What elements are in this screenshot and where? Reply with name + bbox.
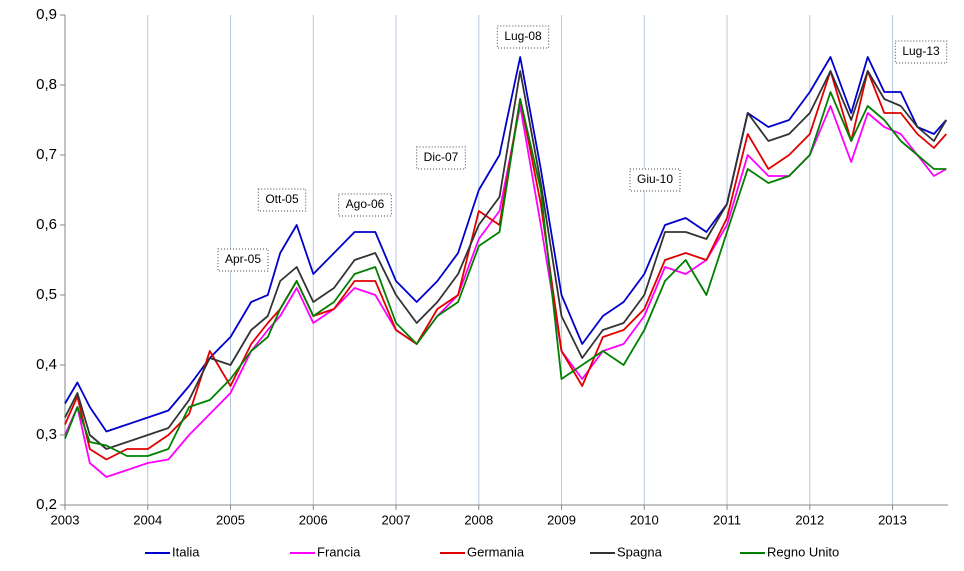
- y-tick-label: 0,5: [36, 286, 57, 303]
- series-line: [64, 70, 948, 450]
- x-tick-label: 2006: [299, 512, 328, 527]
- y-tick-label: 0,3: [36, 426, 57, 443]
- annotation-box: [894, 40, 948, 64]
- x-tick-label: 2004: [133, 512, 162, 527]
- legend-label: Italia: [172, 544, 200, 559]
- series-line: [64, 91, 947, 457]
- x-tick-label: 2011: [713, 512, 741, 527]
- annotation: Giu-10: [637, 172, 673, 186]
- annotation-box: [217, 248, 269, 272]
- annotation: Ott-05: [265, 192, 299, 206]
- legend-label: Germania: [467, 544, 525, 559]
- legend-label: Spagna: [617, 544, 663, 559]
- annotation: Lug-08: [504, 29, 542, 43]
- x-tick-label: 2009: [547, 512, 576, 527]
- y-tick-label: 0,8: [36, 76, 57, 93]
- x-tick-label: 2013: [878, 512, 907, 527]
- annotation-box: [257, 188, 307, 212]
- y-tick-label: 0,9: [36, 6, 57, 23]
- annotation-box: [338, 193, 392, 217]
- annotation-box: [496, 25, 550, 49]
- legend-label: Francia: [317, 544, 361, 559]
- annotation: Dic-07: [424, 150, 459, 164]
- y-tick-label: 0,6: [36, 216, 57, 233]
- x-tick-label: 2007: [382, 512, 411, 527]
- annotation: Ago-06: [346, 197, 385, 211]
- annotation: Lug-13: [902, 44, 940, 58]
- y-tick-label: 0,4: [36, 356, 57, 373]
- x-tick-label: 2012: [795, 512, 824, 527]
- x-tick-label: 2008: [464, 512, 493, 527]
- annotation-box: [629, 168, 681, 192]
- x-tick-label: 2010: [630, 512, 659, 527]
- y-tick-label: 0,2: [36, 496, 57, 513]
- annotation-box: [416, 146, 466, 170]
- legend-label: Regno Unito: [767, 544, 839, 559]
- y-tick-label: 0,7: [36, 146, 57, 163]
- x-tick-label: 2003: [51, 512, 80, 527]
- series-line: [64, 105, 947, 478]
- annotation: Apr-05: [225, 252, 261, 266]
- series-line: [64, 56, 947, 433]
- x-tick-label: 2005: [216, 512, 245, 527]
